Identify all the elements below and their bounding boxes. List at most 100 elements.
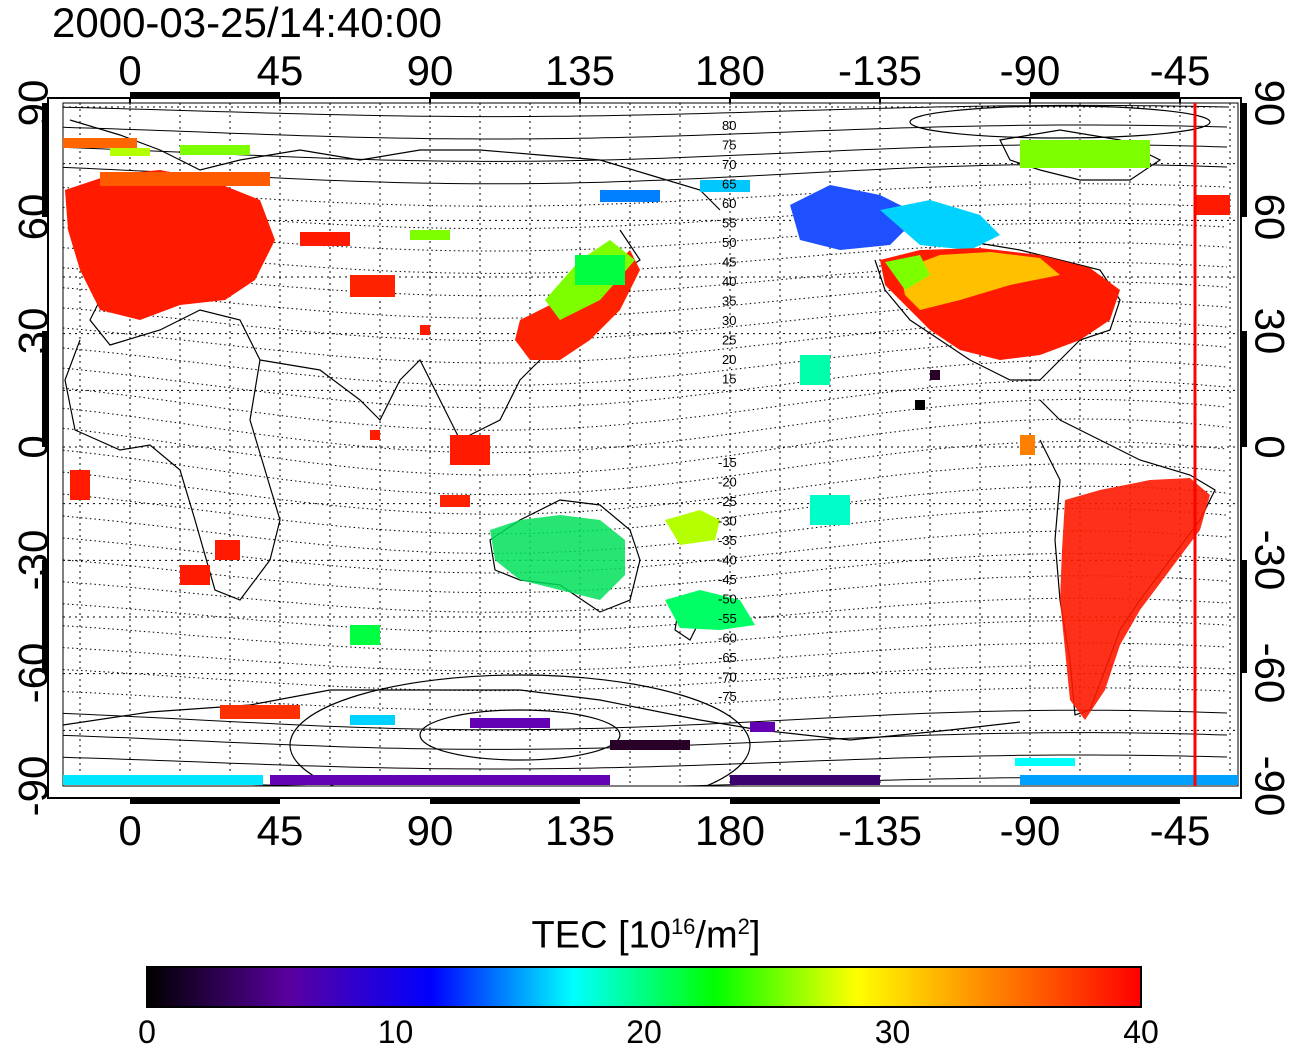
lon-tick-bottom: 180 xyxy=(695,807,765,854)
mlat-contour xyxy=(63,552,1228,594)
mlat-label: -70 xyxy=(718,670,737,685)
lon-tick-bottom: -90 xyxy=(1000,807,1061,854)
lat-tick-right: -90 xyxy=(1247,756,1292,817)
tec-observations xyxy=(63,138,1238,785)
lon-tick-bottom: -45 xyxy=(1150,807,1211,854)
frame-bar-right xyxy=(1241,103,1247,217)
frame-bar-top xyxy=(1030,92,1180,98)
colorbar-title-unit: /m xyxy=(695,914,738,957)
mlat-contour xyxy=(63,104,1228,118)
top-longitude-labels: 0 45 90 135 180 -135 -90 -45 xyxy=(118,47,1210,103)
lon-tick-bottom: 0 xyxy=(118,807,141,854)
lon-tick-bottom: 45 xyxy=(257,807,304,854)
map-timestamp: 2000-03-25/14:40:00 xyxy=(52,0,442,46)
mlat-label: 65 xyxy=(722,177,736,192)
colorbar-tick-label: 10 xyxy=(377,1014,414,1050)
mlat-label: 55 xyxy=(722,216,736,231)
lon-tick-top: -135 xyxy=(838,47,922,94)
lat-tick-left: -30 xyxy=(10,530,57,591)
mlat-contour xyxy=(63,709,1228,731)
lat-tick-right: 0 xyxy=(1247,435,1292,458)
mlat-label: -55 xyxy=(718,611,737,626)
lat-tick-right: -30 xyxy=(1247,530,1292,591)
mlat-label: -75 xyxy=(718,689,737,704)
lat-tick-left: 90 xyxy=(10,80,57,127)
mlat-contour xyxy=(63,530,1228,574)
lon-tick-bottom: -135 xyxy=(838,807,922,854)
mlat-contour xyxy=(63,664,1228,692)
frame-bar-bottom xyxy=(130,798,280,804)
mlat-pole-south xyxy=(419,709,621,761)
colorbar-title-close: ] xyxy=(749,914,761,957)
mlat-label: 30 xyxy=(722,313,736,328)
frame-bar-right xyxy=(1241,331,1247,447)
lat-tick-left: 60 xyxy=(10,194,57,241)
lat-tick-left: -60 xyxy=(10,643,57,704)
mlat-pole-north xyxy=(909,105,1211,139)
mlat-label: 70 xyxy=(722,157,736,172)
mlat-contour xyxy=(63,183,1228,207)
colorbar-tick-label: 40 xyxy=(1123,1014,1159,1050)
lon-tick-top: 90 xyxy=(407,47,454,94)
lat-tick-right: 30 xyxy=(1247,308,1292,355)
mlat-label: 45 xyxy=(722,255,736,270)
lat-tick-left: -90 xyxy=(10,756,57,817)
mlat-label: -60 xyxy=(718,631,737,646)
mlat-contour xyxy=(63,597,1228,633)
mlat-label: -45 xyxy=(718,572,737,587)
lat-tick-right: 90 xyxy=(1247,80,1292,127)
mlat-label: 80 xyxy=(722,118,736,133)
mlat-label: 50 xyxy=(722,235,736,250)
lon-tick-top: 0 xyxy=(118,47,141,94)
tec-map: 80 75 70 65 60 55 50 45 40 35 30 25 20 15 -15 -20 -25 -30… xyxy=(10,47,1292,854)
mlat-contour xyxy=(63,687,1228,711)
mlat-label: 35 xyxy=(722,294,736,309)
mlat-label: 25 xyxy=(722,333,736,348)
mlat-label: -65 xyxy=(718,650,737,665)
frame-bar-left xyxy=(42,103,48,217)
lat-tick-right: 60 xyxy=(1247,194,1292,241)
mlat-label: -30 xyxy=(718,514,737,529)
colorbar-title-main: TEC [10 xyxy=(531,914,671,957)
lon-tick-bottom: 90 xyxy=(407,807,454,854)
colorbar-title: TEC [1016/m2] xyxy=(0,905,1292,958)
mlat-label: 75 xyxy=(722,138,736,153)
frame-bar-bottom xyxy=(430,798,580,804)
mlat-label: -20 xyxy=(718,475,737,490)
colorbar-title-unit-exponent: 2 xyxy=(737,914,750,939)
frame-bar-top xyxy=(730,92,880,98)
frame-bar-bottom xyxy=(1030,798,1180,804)
colorbar-title-exponent: 16 xyxy=(670,914,696,939)
lon-tick-bottom: 135 xyxy=(545,807,615,854)
frame-bar-top xyxy=(130,92,280,98)
mlat-contour xyxy=(63,620,1228,652)
mlat-label: -25 xyxy=(718,494,737,509)
mlat-pole-south-outer xyxy=(289,674,751,786)
colorbar-tick-label: 30 xyxy=(874,1014,911,1050)
lon-tick-top: 45 xyxy=(257,47,304,94)
mlat-contour xyxy=(63,642,1228,672)
mlat-contour xyxy=(63,754,1228,770)
mlat-label: -35 xyxy=(718,533,737,548)
lon-tick-top: -90 xyxy=(1000,47,1061,94)
lon-tick-top: 135 xyxy=(545,47,615,94)
frame-bar-left xyxy=(42,331,48,447)
frame-bar-top xyxy=(430,92,580,98)
frame-bar-bottom xyxy=(730,798,880,804)
magnetic-latitude-labels: 80 75 70 65 60 55 50 45 40 35 30 25 20 15 -15 -20 -25 -30… xyxy=(718,118,737,704)
mlat-contour xyxy=(63,418,1228,476)
lat-tick-left: 0 xyxy=(10,435,57,458)
colorbar-tick-label: 20 xyxy=(626,1014,662,1050)
mlat-label: -40 xyxy=(718,553,737,568)
colorbar-tick-label: 0 xyxy=(138,1014,156,1050)
mlat-label: -50 xyxy=(718,592,737,607)
lat-tick-left: 30 xyxy=(10,308,57,355)
bottom-longitude-labels: 0 45 90 135 180 -135 -90 -45 xyxy=(118,807,1210,854)
colorbar xyxy=(146,966,1142,1008)
mlat-label: 60 xyxy=(722,196,736,211)
left-latitude-labels: 90 60 30 0 -30 -60 -90 xyxy=(10,80,57,817)
lon-tick-top: 180 xyxy=(695,47,765,94)
mlat-label: -15 xyxy=(718,455,737,470)
frame-bar-right xyxy=(1241,560,1247,673)
mlat-label: 15 xyxy=(722,372,736,387)
